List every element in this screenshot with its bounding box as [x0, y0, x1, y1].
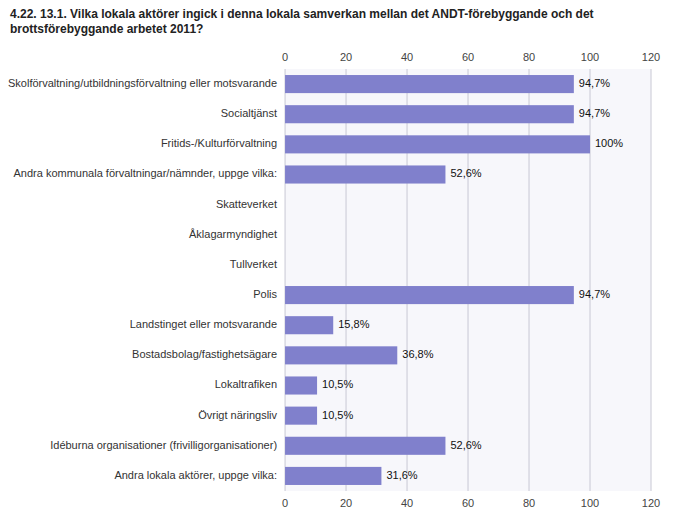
bar — [285, 196, 286, 214]
x-tick-label: 100 — [581, 497, 599, 509]
grid-line — [529, 69, 530, 491]
category-label: Skolförvaltning/utbildningsförvaltning e… — [8, 77, 277, 89]
data-label: 52,6% — [450, 167, 481, 179]
category-label: Fritids-/Kulturförvaltning — [161, 137, 277, 149]
data-label: 94,7% — [579, 288, 610, 300]
x-tick-label: 40 — [401, 497, 413, 509]
x-tick-label-top: 20 — [340, 51, 352, 63]
bar — [285, 407, 317, 425]
category-label: Andra lokala aktörer, uppge vilka: — [114, 469, 277, 481]
x-axis: 0 0 20 20 40 40 60 60 80 80 100 100 120 120 — [282, 51, 660, 509]
x-tick-label: 0 — [282, 497, 288, 509]
bar — [285, 226, 286, 244]
grid-line — [346, 69, 347, 491]
category-label: Polis — [253, 288, 277, 300]
bar — [285, 467, 381, 485]
category-label: Andra kommunala förvaltningar/nämnder, u… — [14, 167, 278, 179]
category-label: Åklagarmyndighet — [189, 228, 277, 240]
data-label: 94,7% — [579, 77, 610, 89]
x-tick-label: 20 — [340, 497, 352, 509]
data-labels: 94,7% 94,7% 100% 52,6% 94,7% 15,8% 36,8% 10,5% 1… — [322, 77, 623, 481]
data-label: 15,8% — [338, 318, 369, 330]
bar — [285, 105, 574, 123]
plot-area — [285, 69, 651, 491]
data-label: 52,6% — [450, 439, 481, 451]
x-tick-label-top: 120 — [642, 51, 660, 63]
grid-line — [651, 69, 652, 491]
grid-line — [590, 69, 591, 491]
data-label: 31,6% — [386, 469, 417, 481]
title-line: brottsförebyggande arbetet 2011? — [10, 22, 203, 36]
grid — [285, 69, 651, 491]
category-label: Idéburna organisationer (frivilligorgani… — [50, 439, 277, 451]
grid-line — [468, 69, 469, 491]
x-tick-label-top: 60 — [462, 51, 474, 63]
chart: 4.22. 13.1. Vilka lokala aktörer ingick … — [0, 0, 681, 521]
bar — [285, 256, 286, 274]
bar — [285, 75, 574, 93]
bar — [285, 286, 574, 304]
x-tick-label: 80 — [523, 497, 535, 509]
title: 4.22. 13.1. Vilka lokala aktörer ingick … — [10, 7, 594, 36]
data-label: 10,5% — [322, 409, 353, 421]
x-tick-label: 120 — [642, 497, 660, 509]
x-tick-label-top: 40 — [401, 51, 413, 63]
x-tick-label-top: 80 — [523, 51, 535, 63]
grid-line — [285, 69, 286, 491]
category-label: Skatteverket — [216, 198, 277, 210]
category-label: Bostadsbolag/fastighetsägare — [132, 348, 277, 360]
category-label: Lokaltrafiken — [215, 378, 277, 390]
y-axis-labels: Skolförvaltning/utbildningsförvaltning e… — [8, 77, 278, 481]
data-label: 94,7% — [579, 107, 610, 119]
category-label: Övrigt näringsliv — [198, 409, 277, 421]
grid-line — [407, 69, 408, 491]
x-tick-label: 60 — [462, 497, 474, 509]
data-label: 10,5% — [322, 378, 353, 390]
title-line: 4.22. 13.1. Vilka lokala aktörer ingick … — [10, 7, 594, 21]
bar — [285, 165, 445, 183]
bars — [285, 75, 590, 485]
bar — [285, 135, 590, 153]
data-label: 36,8% — [402, 348, 433, 360]
bar — [285, 316, 333, 334]
category-label: Tullverket — [230, 258, 277, 270]
bar — [285, 437, 445, 455]
category-label: Socialtjänst — [221, 107, 277, 119]
category-label: Landstinget eller motsvarande — [130, 318, 277, 330]
x-tick-label-top: 0 — [282, 51, 288, 63]
data-label: 100% — [595, 137, 623, 149]
bar — [285, 376, 317, 394]
bar — [285, 346, 397, 364]
x-tick-label-top: 100 — [581, 51, 599, 63]
